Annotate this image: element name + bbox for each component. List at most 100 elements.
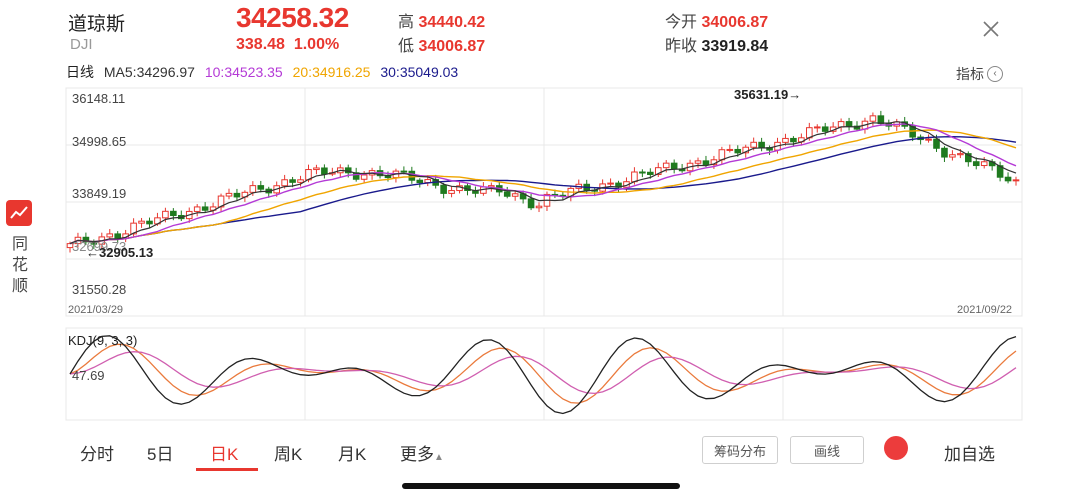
candle-body (503, 191, 511, 197)
candlestick-series (66, 110, 1020, 253)
candle-body (138, 220, 145, 224)
candle-body (933, 138, 940, 149)
candle-body (535, 205, 543, 209)
ma5-line (69, 121, 1017, 245)
candle-body (949, 154, 956, 158)
candle-body (837, 121, 845, 128)
candle-body (511, 193, 519, 197)
candle-body (313, 167, 320, 171)
tab-weekly-k[interactable]: 周K (274, 445, 303, 464)
candle-body (790, 137, 797, 143)
candle-body (758, 141, 765, 149)
ma10-label: 10:34523.35 (204, 64, 283, 80)
tab-more[interactable]: 更多▲ (400, 440, 444, 465)
high-value: 34440.42 (418, 14, 486, 31)
candle-body (980, 161, 988, 167)
prev-close-value: 33919.84 (701, 38, 769, 55)
candle-body (654, 167, 662, 175)
kdj-k-line (69, 343, 1017, 404)
high-stat: 高 34440.42 (398, 8, 485, 32)
candle-body (297, 179, 304, 183)
index-code: DJI (70, 36, 93, 53)
y-axis-label: 31550.28 (72, 282, 127, 297)
ma20-label: 20:34916.25 (292, 64, 371, 80)
candle-body (782, 137, 789, 143)
candle-body (321, 167, 328, 175)
prev-close-stat: 昨收 33919.84 (665, 32, 768, 56)
candle-body (869, 115, 877, 122)
brand-label[interactable]: 同 花 顺 (9, 234, 31, 297)
low-stat: 低 34006.87 (398, 32, 485, 56)
period-low-marker: ←32905.13 (86, 245, 154, 260)
draw-line-button[interactable]: 画线 (790, 436, 864, 464)
tab-daily-k[interactable]: 日K (210, 445, 239, 464)
tab-5day[interactable]: 5日 (147, 445, 174, 464)
candle-body (440, 184, 447, 194)
price-change: 338.48 1.00% (236, 36, 339, 54)
ma5-label: MA5:34296.97 (103, 64, 195, 80)
chevron-left-icon: ‹ (987, 66, 1003, 82)
record-icon[interactable] (884, 436, 908, 460)
candle-body (734, 148, 742, 154)
indicator-button[interactable]: 指标 ‹ (956, 64, 1003, 84)
candle-body (249, 185, 257, 193)
candle-body (694, 160, 702, 164)
candle-body (281, 179, 288, 187)
period-high-marker: 35631.19→ (734, 87, 802, 102)
candle-body (965, 153, 972, 163)
low-value: 34006.87 (418, 38, 486, 55)
candle-body (925, 138, 932, 141)
tab-intraday[interactable]: 分时 (80, 445, 114, 464)
app-logo-icon[interactable] (6, 200, 32, 226)
prev-close-label: 昨收 (665, 38, 698, 55)
candle-body (813, 126, 821, 129)
candle-body (662, 162, 670, 169)
ma10-line (69, 123, 1017, 245)
home-indicator (402, 483, 680, 489)
candle-body (416, 179, 424, 184)
y-axis-label: 34998.65 (72, 134, 127, 149)
candle-body (201, 206, 209, 211)
current-price: 34258.32 (236, 2, 349, 33)
candle-body (750, 141, 757, 148)
high-label: 高 (398, 14, 415, 31)
candle-body (877, 115, 885, 124)
candle-body (718, 149, 726, 161)
kdj-title: KDJ(9, 3, 3) (68, 333, 138, 348)
candle-body (853, 125, 861, 130)
candle-body (170, 210, 177, 216)
candle-body (114, 233, 121, 239)
kdj-j-line (69, 335, 1017, 415)
candle-body (957, 153, 964, 156)
candle-body (400, 170, 408, 173)
add-to-watchlist-button[interactable]: 加自选 (944, 445, 995, 464)
chip-distribution-button[interactable]: 筹码分布 (702, 436, 778, 464)
y-axis-label: 36148.11 (72, 91, 126, 106)
kline-chart[interactable] (0, 0, 1080, 430)
tab-monthly-k[interactable]: 月K (338, 445, 367, 464)
candle-body (670, 162, 678, 170)
candle-body (66, 243, 74, 249)
end-date-label: 2021/09/22 (957, 304, 1013, 316)
kdj-value-label: 47.69 (72, 368, 105, 383)
caret-up-icon: ▲ (434, 452, 444, 463)
candle-body (130, 222, 137, 235)
candle-body (972, 161, 980, 167)
candle-body (448, 190, 455, 194)
candle-body (162, 210, 169, 219)
candle-body (1004, 176, 1012, 182)
candle-body (289, 179, 296, 183)
candle-body (225, 192, 233, 197)
kline-grid (65, 87, 1023, 421)
indicator-label: 指标 (956, 66, 984, 82)
candle-body (941, 147, 948, 158)
candle-body (607, 182, 614, 185)
candle-body (726, 148, 734, 151)
ma30-label: 30:35049.03 (380, 64, 459, 80)
tab-more-label: 更多 (400, 445, 434, 464)
index-name: 道琼斯 (68, 14, 126, 35)
candle-body (193, 206, 201, 212)
period-label: 日线 (66, 64, 94, 80)
y-axis-label: 32699.73 (72, 239, 127, 254)
close-icon[interactable] (980, 18, 1002, 40)
